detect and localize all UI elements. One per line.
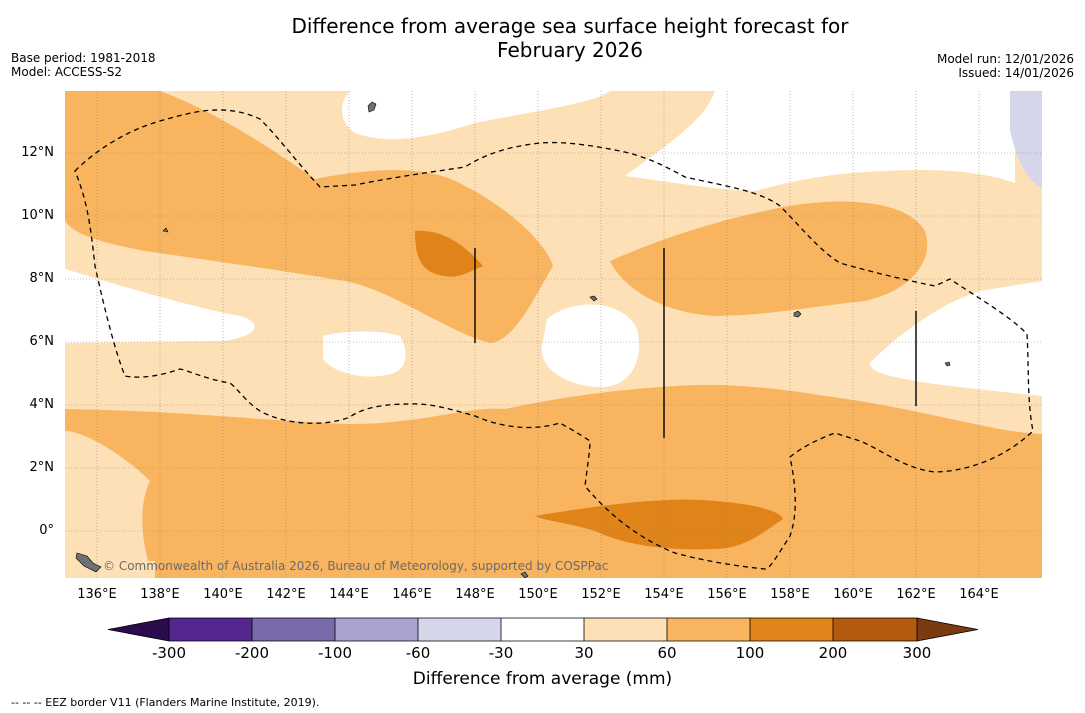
title-line-1: Difference from average sea surface heig… [291,14,849,38]
lon-label-138e: 138°E [140,587,180,602]
colorbar-tick: -100 [317,644,353,662]
lat-label-2n: 2°N [29,460,55,475]
model-name: Model: ACCESS-S2 [11,65,123,79]
colorbar-title: Difference from average (mm) [412,669,673,689]
colorbar-bin-5 [501,618,584,641]
colorbar-svg [107,617,979,642]
issued-date: Issued: 14/01/2026 [958,66,1074,80]
colorbar-tick: -60 [405,644,431,662]
colorbar-bin-6 [584,618,667,641]
footnote: -- -- -- EEZ border V11 (Flanders Marine… [11,696,320,709]
band-60-100-south [65,384,1042,578]
colorbar-bin-1 [169,618,252,641]
band-neutral-center [541,304,640,388]
lat-label-4n: 4°N [29,397,55,412]
colorbar-bin-7 [667,618,750,641]
island-southern [520,571,529,578]
lon-label-144e: 144°E [329,587,369,602]
colorbar-bin-3 [335,618,418,641]
colorbar-tick: 30 [574,644,594,662]
colorbar-tick: 200 [818,644,848,662]
title-line-2: February 2026 [497,38,643,62]
meta-left: Base period: 1981-2018 Model: ACCESS-S2 [11,51,156,79]
colorbar-bin-4 [418,618,501,641]
band-neutral-north [341,91,610,140]
band-neutral-east [870,281,1042,396]
band-neutral-northeast [625,91,1015,191]
colorbar-tick: -200 [234,644,270,662]
lat-label-10n: 10°N [21,208,54,223]
lon-label-146e: 146°E [392,587,432,602]
lat-label-0: 0° [39,523,54,538]
island-new-guinea-coast [75,552,102,573]
colorbar-arrow-min [108,618,169,641]
lon-label-156e: 156°E [707,587,747,602]
colorbar [107,616,979,643]
lon-label-158e: 158°E [770,587,810,602]
lon-label-160e: 160°E [833,587,873,602]
island-kosrae [944,361,951,367]
band-100-200-south [535,499,783,550]
eez-fsm-border [74,109,1034,570]
colorbar-tick: -30 [488,644,514,662]
band-neutral-west [65,269,255,343]
islands [75,101,951,578]
band-light-top [610,91,715,105]
meta-right: Model run: 12/01/2026 Issued: 14/01/2026 [937,52,1074,80]
lon-label-152e: 152°E [581,587,621,602]
base-period: Base period: 1981-2018 [11,51,156,65]
lon-label-150e: 150°E [518,587,558,602]
band-neutral-island [323,331,406,377]
colorbar-tick: 300 [902,644,932,662]
lat-label-8n: 8°N [29,271,55,286]
eez-segments [474,248,917,438]
lat-label-12n: 12°N [21,145,54,160]
colorbar-bin-9 [833,618,917,641]
island-yap [162,227,169,233]
band-60-100-northeast [610,201,928,316]
lat-label-6n: 6°N [29,334,55,349]
model-run: Model run: 12/01/2026 [936,52,1074,66]
band-negative-northeast [1010,91,1042,188]
band-100-200-north [415,230,483,277]
lon-label-136e: 136°E [77,587,117,602]
band-60-100-northwest [65,91,553,343]
map-credit: © Commonwealth of Australia 2026, Bureau… [103,559,609,573]
map-svg [65,91,1042,578]
colorbar-tick: 60 [657,644,677,662]
island-chuuk [589,295,598,302]
colorbar-bin-2 [252,618,335,641]
lon-label-142e: 142°E [266,587,306,602]
colorbar-tick: 100 [735,644,765,662]
chart-title: Difference from average sea surface heig… [0,14,1085,62]
colorbar-bin-8 [750,618,833,641]
eez-borders [74,109,1034,570]
lon-label-162e: 162°E [896,587,936,602]
lon-label-148e: 148°E [455,587,495,602]
colorbar-tick: -300 [151,644,187,662]
map-panel [65,91,1042,578]
lon-label-164e: 164°E [959,587,999,602]
island-pohnpei [793,310,802,318]
colorbar-arrow-max [917,618,978,641]
island-guam [367,101,377,113]
lon-label-154e: 154°E [644,587,684,602]
lon-label-140e: 140°E [203,587,243,602]
